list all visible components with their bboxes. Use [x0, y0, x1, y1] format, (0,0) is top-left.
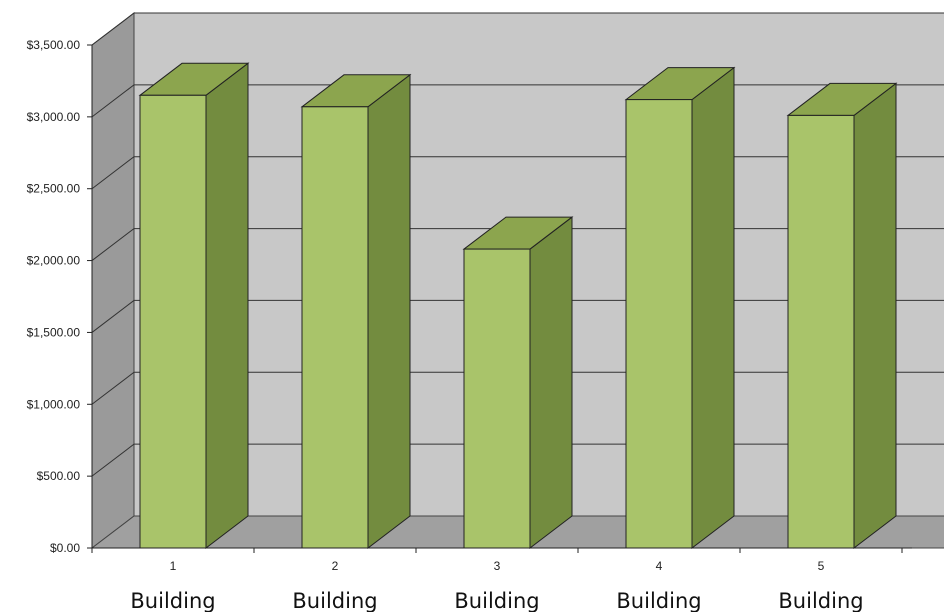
- x-tick-label: 5: [818, 559, 825, 573]
- bar-4: [624, 66, 736, 550]
- y-tick-label: $2,500.00: [27, 182, 81, 196]
- y-tick-label: $500.00: [37, 469, 81, 483]
- y-tick-label: $1,000.00: [27, 397, 81, 411]
- x-category-word: Building: [616, 589, 701, 612]
- y-axis-tick-labels: $0.00 $500.00 $1,000.00 $1,500.00 $2,000.00 $…: [27, 38, 81, 555]
- bar-side: [529, 216, 573, 550]
- bar-front: [625, 99, 693, 549]
- gridline: [91, 12, 944, 46]
- bar-side: [205, 62, 249, 550]
- x-category-word: Building: [292, 589, 377, 612]
- bars: [138, 62, 898, 550]
- bar-front: [301, 106, 369, 549]
- bar-side: [691, 66, 735, 550]
- y-tick-label: $2,000.00: [27, 254, 81, 268]
- y-tick-label: $0.00: [50, 541, 80, 555]
- x-category-word: Building: [778, 589, 863, 612]
- x-tick-label: 4: [656, 559, 663, 573]
- y-tick-label: $3,000.00: [27, 110, 81, 124]
- bar-front: [787, 114, 855, 549]
- bar-2: [300, 73, 412, 550]
- bar-3: [462, 216, 574, 550]
- x-tick-label: 1: [170, 559, 177, 573]
- bar-front: [139, 94, 207, 549]
- x-tick-label: 2: [332, 559, 339, 573]
- x-tick-label: 3: [494, 559, 501, 573]
- bar-side: [853, 82, 897, 550]
- y-tick-label: $3,500.00: [27, 38, 81, 52]
- bar-side: [367, 73, 411, 550]
- bar-5: [786, 82, 898, 550]
- x-category-word: Building: [130, 589, 215, 612]
- axes: [87, 44, 912, 553]
- side-wall: [91, 11, 135, 550]
- bar-1: [138, 62, 250, 550]
- x-category-word: Building: [454, 589, 539, 612]
- x-axis-labels: 1 Building 2 Building 3 Building 4 Building 5 Bui…: [130, 559, 863, 612]
- y-tick-label: $1,500.00: [27, 325, 81, 339]
- bar-front: [463, 248, 531, 549]
